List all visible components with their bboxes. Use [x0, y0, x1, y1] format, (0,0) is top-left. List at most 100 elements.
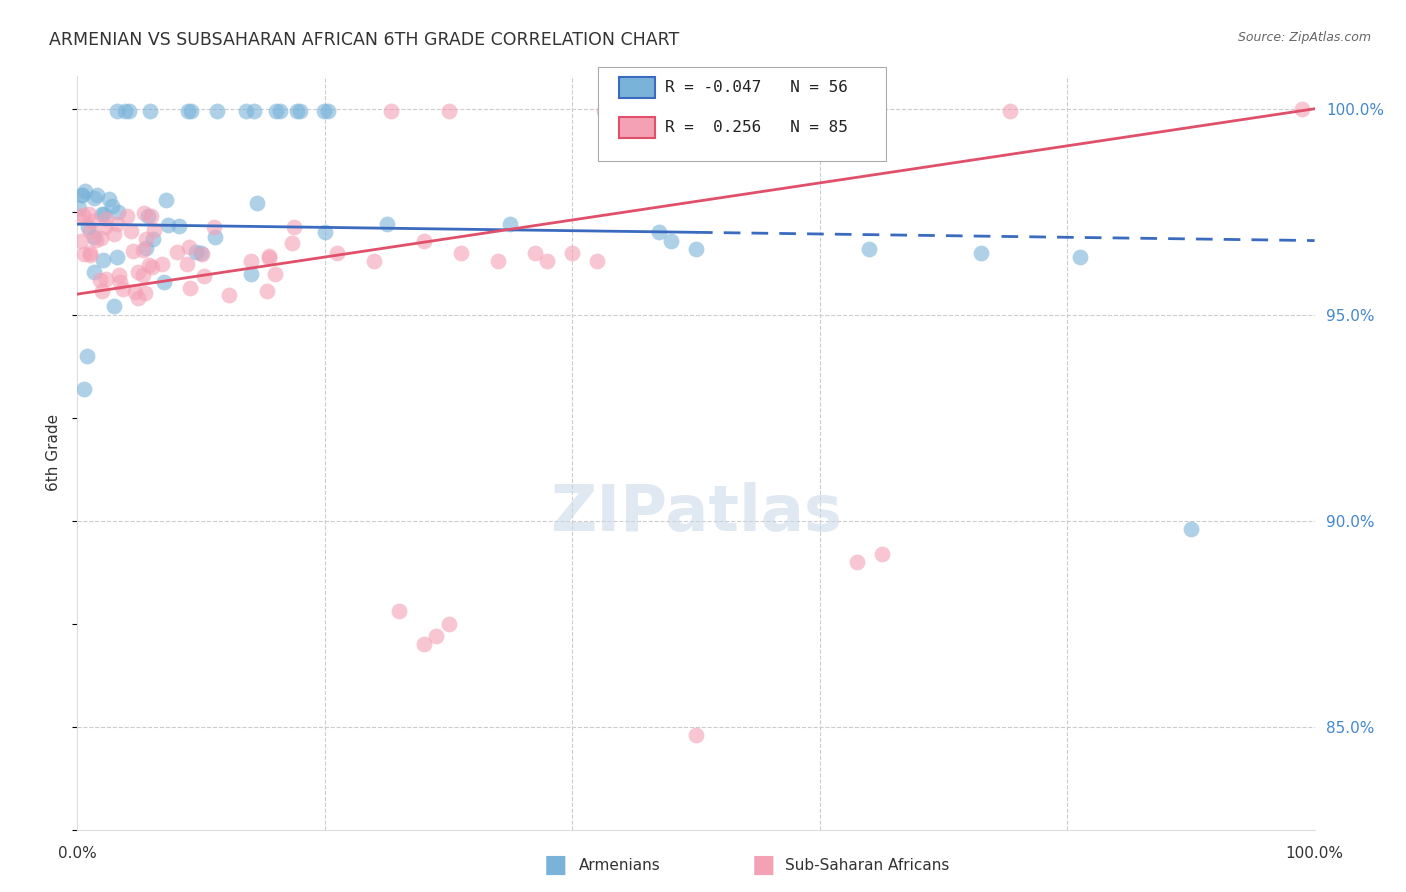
Point [72, 382, 94, 396]
Point [121, 244, 143, 259]
Point [190, 246, 212, 260]
Point [264, 267, 287, 281]
Point [204, 230, 226, 244]
Point [264, 103, 287, 118]
Text: Armenians: Armenians [579, 858, 661, 872]
Point [536, 254, 558, 268]
Point [648, 225, 671, 239]
Point [136, 209, 159, 223]
Point [139, 209, 162, 223]
Point [96, 212, 118, 227]
Point [245, 195, 267, 210]
Point [138, 103, 160, 118]
Point [93, 220, 115, 235]
Point [166, 245, 188, 260]
Point [167, 219, 190, 233]
Point [685, 242, 707, 256]
Point [80, 214, 103, 228]
Point [135, 241, 157, 255]
Point [998, 103, 1021, 118]
Point [70, 235, 93, 249]
Point [606, 103, 628, 118]
Point [103, 300, 125, 314]
Point [107, 205, 129, 219]
Point [142, 223, 165, 237]
Point [499, 217, 522, 231]
Point [659, 234, 682, 248]
Point [180, 103, 202, 118]
Point [114, 103, 136, 118]
Point [179, 280, 201, 294]
Point [105, 250, 128, 264]
Text: R =  0.256   N = 85: R = 0.256 N = 85 [665, 120, 848, 135]
Point [141, 260, 163, 274]
Point [90, 207, 112, 221]
Point [239, 254, 262, 268]
Point [86, 188, 108, 202]
Point [616, 103, 638, 118]
Point [127, 265, 149, 279]
Point [79, 248, 101, 262]
Point [96, 272, 118, 286]
Point [127, 291, 149, 305]
Point [73, 246, 96, 260]
Point [326, 246, 349, 260]
Point [89, 273, 111, 287]
Point [107, 268, 129, 282]
Point [811, 103, 834, 118]
Point [1069, 250, 1091, 264]
Point [316, 103, 339, 118]
Point [142, 231, 165, 245]
Point [593, 103, 616, 118]
Y-axis label: 6th Grade: 6th Grade [46, 414, 62, 491]
Point [72, 208, 94, 222]
Point [79, 246, 101, 260]
Text: R = -0.047   N = 56: R = -0.047 N = 56 [665, 80, 848, 95]
Point [67, 201, 90, 215]
Point [98, 193, 121, 207]
Point [288, 103, 311, 118]
Point [412, 234, 434, 248]
Text: Sub-Saharan Africans: Sub-Saharan Africans [785, 858, 949, 872]
Point [91, 253, 114, 268]
Point [845, 555, 868, 569]
Point [115, 209, 138, 223]
Point [157, 218, 180, 232]
Point [363, 254, 385, 268]
Point [135, 232, 157, 246]
Point [257, 252, 280, 266]
Point [437, 103, 460, 118]
Point [425, 629, 447, 643]
Point [561, 246, 583, 260]
Text: ARMENIAN VS SUBSAHARAN AFRICAN 6TH GRADE CORRELATION CHART: ARMENIAN VS SUBSAHARAN AFRICAN 6TH GRADE… [49, 31, 679, 49]
Point [283, 219, 305, 234]
Point [120, 224, 142, 238]
Point [1291, 102, 1313, 116]
Point [184, 244, 207, 259]
Point [132, 268, 155, 282]
Point [112, 282, 135, 296]
Point [70, 187, 93, 202]
Point [93, 207, 115, 221]
Point [870, 547, 893, 561]
Point [269, 103, 291, 118]
Point [105, 103, 128, 118]
Point [600, 103, 623, 118]
Point [155, 193, 177, 207]
Point [257, 249, 280, 263]
Point [108, 275, 131, 289]
Point [132, 206, 155, 220]
Point [83, 265, 105, 279]
Point [134, 286, 156, 301]
Text: ZIPatlas: ZIPatlas [550, 482, 842, 544]
Point [205, 103, 228, 118]
Point [75, 185, 97, 199]
Point [150, 257, 173, 271]
Point [239, 267, 262, 281]
Point [118, 103, 141, 118]
Point [1180, 522, 1202, 536]
Point [486, 254, 509, 268]
Text: Source: ZipAtlas.com: Source: ZipAtlas.com [1237, 31, 1371, 45]
Point [67, 211, 90, 225]
Point [202, 220, 225, 235]
